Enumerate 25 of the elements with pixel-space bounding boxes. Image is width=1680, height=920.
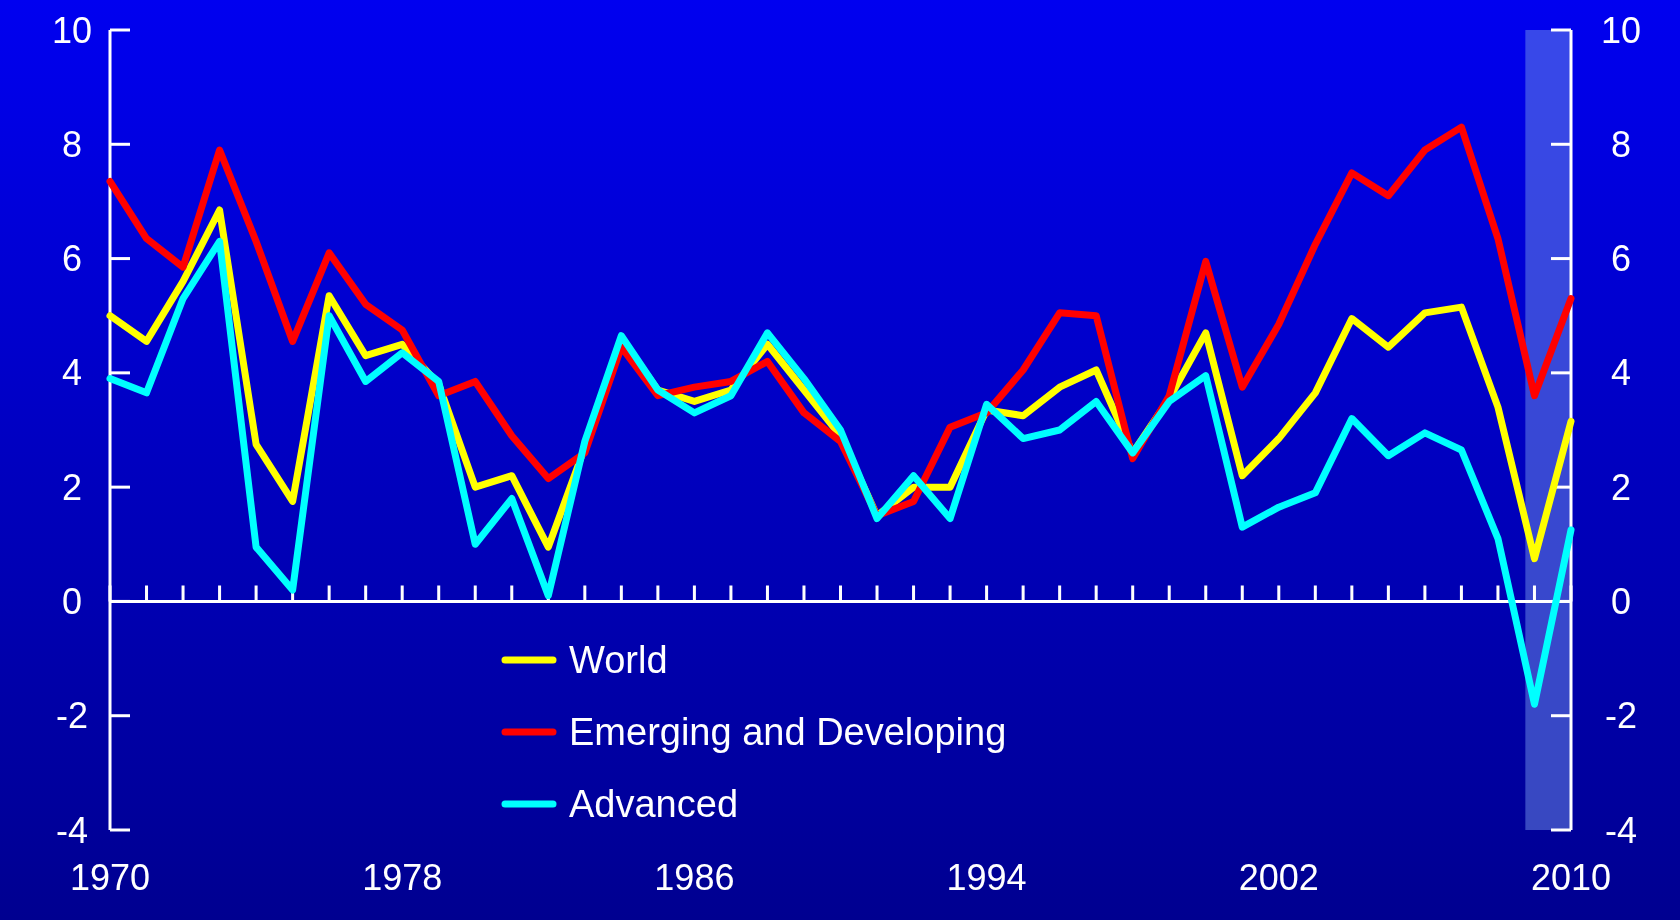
y2-tick-label: 2 xyxy=(1610,466,1632,508)
legend-label: World xyxy=(569,639,668,682)
legend-label: Emerging and Developing xyxy=(569,711,1007,754)
x-tick-label: 1978 xyxy=(362,857,443,898)
x-tick-label: 1970 xyxy=(69,857,151,898)
y2-tick-label: 0 xyxy=(1610,581,1632,623)
y2-tick-label: 10 xyxy=(1600,9,1642,51)
y2-tick-label: 6 xyxy=(1610,238,1632,280)
y-tick-label: 4 xyxy=(61,352,83,394)
y-tick-label: 10 xyxy=(51,9,93,51)
y2-tick-label: 4 xyxy=(1610,352,1632,394)
y-tick-label: -2 xyxy=(55,695,89,737)
x-tick-label: 1994 xyxy=(946,857,1027,898)
y2-tick-label: -4 xyxy=(1604,809,1638,851)
y-tick-label: 8 xyxy=(61,123,83,165)
x-tick-label: 1986 xyxy=(654,857,735,898)
y-tick-label: -4 xyxy=(55,809,89,851)
x-tick-label: 2010 xyxy=(1530,857,1612,898)
legend-label: Advanced xyxy=(569,783,739,826)
x-tick-label: 2002 xyxy=(1238,857,1319,898)
y-tick-label: 0 xyxy=(61,581,83,623)
y2-tick-label: 8 xyxy=(1610,123,1632,165)
y-tick-label: 2 xyxy=(61,466,83,508)
y2-tick-label: -2 xyxy=(1604,695,1638,737)
y-tick-label: 6 xyxy=(61,238,83,280)
